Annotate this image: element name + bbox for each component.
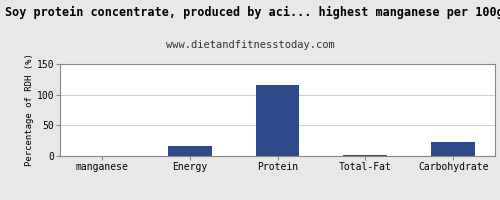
Y-axis label: Percentage of RDH (%): Percentage of RDH (%) — [25, 54, 34, 166]
Text: Soy protein concentrate, produced by aci... highest manganese per 100g: Soy protein concentrate, produced by aci… — [5, 6, 500, 19]
Bar — [432, 142, 475, 156]
Bar — [344, 155, 388, 156]
Text: www.dietandfitnesstoday.com: www.dietandfitnesstoday.com — [166, 40, 334, 50]
Bar — [256, 85, 300, 156]
Bar — [168, 146, 212, 156]
